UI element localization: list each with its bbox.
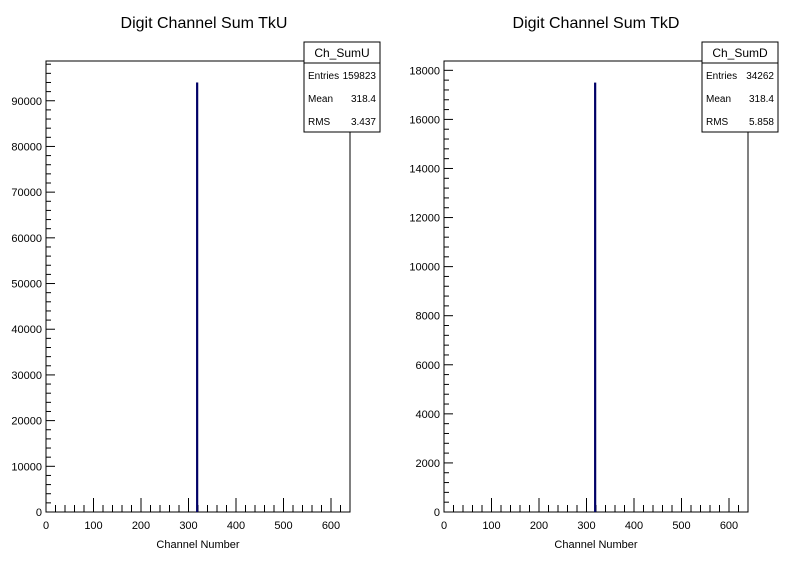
stats-label: Entries — [308, 71, 339, 82]
stats-value: 5.858 — [749, 117, 774, 128]
x-axis-label: Channel Number — [554, 539, 637, 551]
stats-name: Ch_SumD — [712, 46, 768, 60]
stats-name: Ch_SumU — [314, 46, 369, 60]
y-tick-label: 18000 — [409, 65, 440, 77]
y-tick-label: 80000 — [11, 141, 42, 153]
x-tick-label: 400 — [227, 520, 245, 532]
x-tick-label: 300 — [577, 520, 595, 532]
x-tick-label: 600 — [720, 520, 738, 532]
stats-label: Mean — [706, 94, 731, 105]
y-tick-label: 30000 — [11, 370, 42, 382]
x-tick-label: 100 — [482, 520, 500, 532]
y-tick-label: 10000 — [409, 262, 440, 274]
x-tick-label: 200 — [530, 520, 548, 532]
x-axis-label: Channel Number — [156, 539, 239, 551]
x-tick-label: 100 — [84, 520, 102, 532]
y-tick-label: 90000 — [11, 96, 42, 108]
y-tick-label: 0 — [434, 507, 440, 519]
y-tick-label: 20000 — [11, 416, 42, 428]
stats-box: Ch_SumU Entries 159823 Mean 318.4 RMS 3.437 — [303, 41, 381, 133]
y-tick-label: 8000 — [416, 311, 440, 323]
stats-value: 159823 — [343, 71, 377, 82]
x-tick-label: 200 — [132, 520, 150, 532]
chart-title: Digit Channel Sum TkD — [513, 15, 680, 32]
x-tick-label: 500 — [274, 520, 292, 532]
y-tick-label: 4000 — [416, 409, 440, 421]
stats-box-frame — [701, 41, 779, 133]
stats-box-frame — [303, 41, 381, 133]
x-tick-label: 0 — [441, 520, 447, 532]
y-tick-label: 40000 — [11, 324, 42, 336]
y-tick-label: 60000 — [11, 233, 42, 245]
x-tick-label: 0 — [43, 520, 49, 532]
stats-label: RMS — [308, 117, 331, 128]
y-tick-label: 6000 — [416, 360, 440, 372]
y-tick-label: 0 — [36, 507, 42, 519]
y-tick-label: 70000 — [11, 187, 42, 199]
stats-value: 318.4 — [749, 94, 774, 105]
y-tick-label: 12000 — [409, 213, 440, 225]
y-tick-label: 2000 — [416, 458, 440, 470]
stats-label: Entries — [706, 71, 737, 82]
stats-label: Mean — [308, 94, 333, 105]
x-tick-label: 400 — [625, 520, 643, 532]
chart-title: Digit Channel Sum TkU — [121, 15, 288, 32]
y-tick-label: 10000 — [11, 461, 42, 473]
stats-label: RMS — [706, 117, 729, 128]
x-tick-label: 600 — [322, 520, 340, 532]
stats-box: Ch_SumD Entries 34262 Mean 318.4 RMS 5.858 — [701, 41, 779, 133]
x-tick-label: 300 — [179, 520, 197, 532]
y-tick-label: 50000 — [11, 279, 42, 291]
y-tick-label: 14000 — [409, 163, 440, 175]
x-tick-label: 500 — [672, 520, 690, 532]
histogram-bar — [594, 82, 597, 513]
y-tick-label: 16000 — [409, 114, 440, 126]
histogram-bar — [196, 82, 199, 512]
chart-panel-1: Digit Channel Sum TkU 0 100 200 300 400 500 600… — [11, 15, 381, 551]
chart-panel-2: Digit Channel Sum TkD 0 100 200 300 400 500 600… — [409, 15, 779, 551]
stats-value: 318.4 — [351, 94, 376, 105]
stats-value: 3.437 — [351, 117, 376, 128]
stats-value: 34262 — [746, 71, 774, 82]
